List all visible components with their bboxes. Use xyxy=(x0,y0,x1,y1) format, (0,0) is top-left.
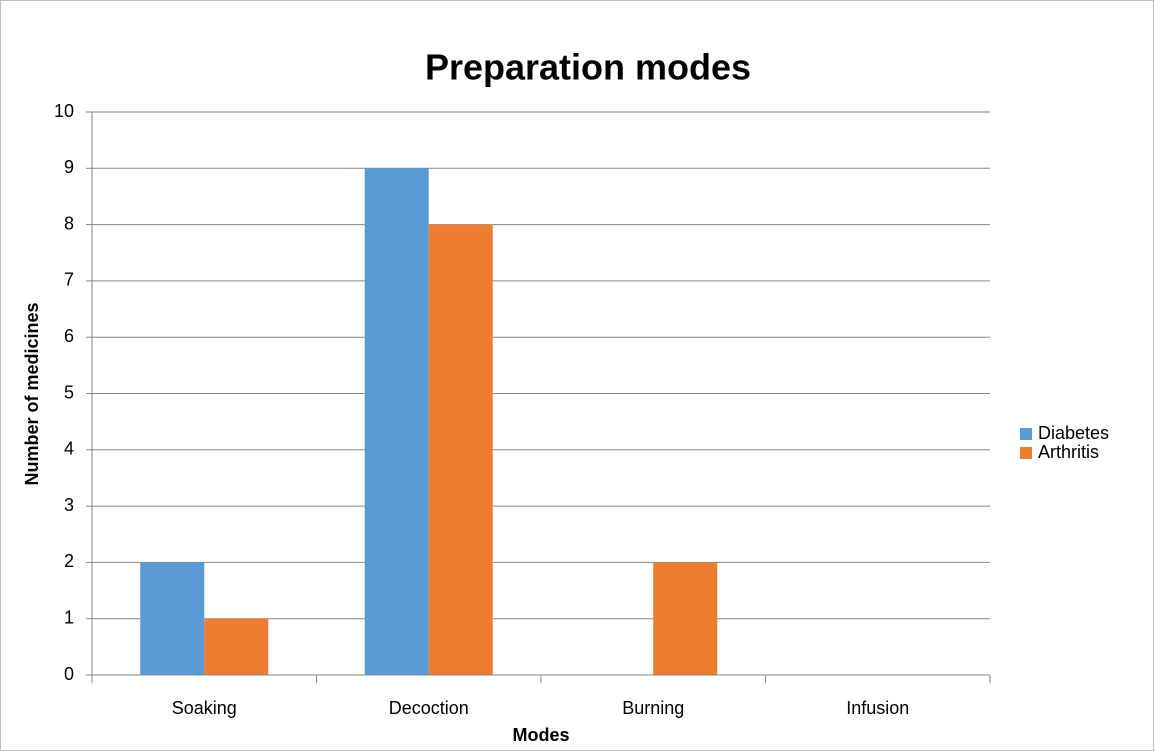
legend-label: Diabetes xyxy=(1038,423,1109,443)
bar xyxy=(140,562,205,675)
y-tick-label: 2 xyxy=(64,551,74,571)
legend-label: Arthritis xyxy=(1038,442,1099,462)
x-tick-label: Soaking xyxy=(172,698,237,718)
x-tick-label: Burning xyxy=(622,698,684,718)
y-tick-label: 0 xyxy=(64,664,74,684)
x-tick-label: Decoction xyxy=(389,698,469,718)
bar xyxy=(653,562,718,675)
y-tick-label: 9 xyxy=(64,157,74,177)
x-tick-label: Infusion xyxy=(846,698,909,718)
x-axis-label: Modes xyxy=(512,725,569,745)
bar xyxy=(204,618,269,675)
y-tick-label: 4 xyxy=(64,439,74,459)
y-tick-label: 10 xyxy=(54,101,74,121)
y-tick-label: 3 xyxy=(64,495,74,515)
bar xyxy=(428,224,493,675)
y-tick-label: 5 xyxy=(64,382,74,402)
y-tick-label: 1 xyxy=(64,607,74,627)
y-tick-label: 6 xyxy=(64,326,74,346)
y-axis-label: Number of medicines xyxy=(22,302,42,485)
legend-swatch xyxy=(1020,428,1032,440)
legend-swatch xyxy=(1020,447,1032,459)
chart-title: Preparation modes xyxy=(425,47,751,88)
y-tick-label: 8 xyxy=(64,213,74,233)
y-tick-label: 7 xyxy=(64,270,74,290)
bar xyxy=(364,168,429,676)
